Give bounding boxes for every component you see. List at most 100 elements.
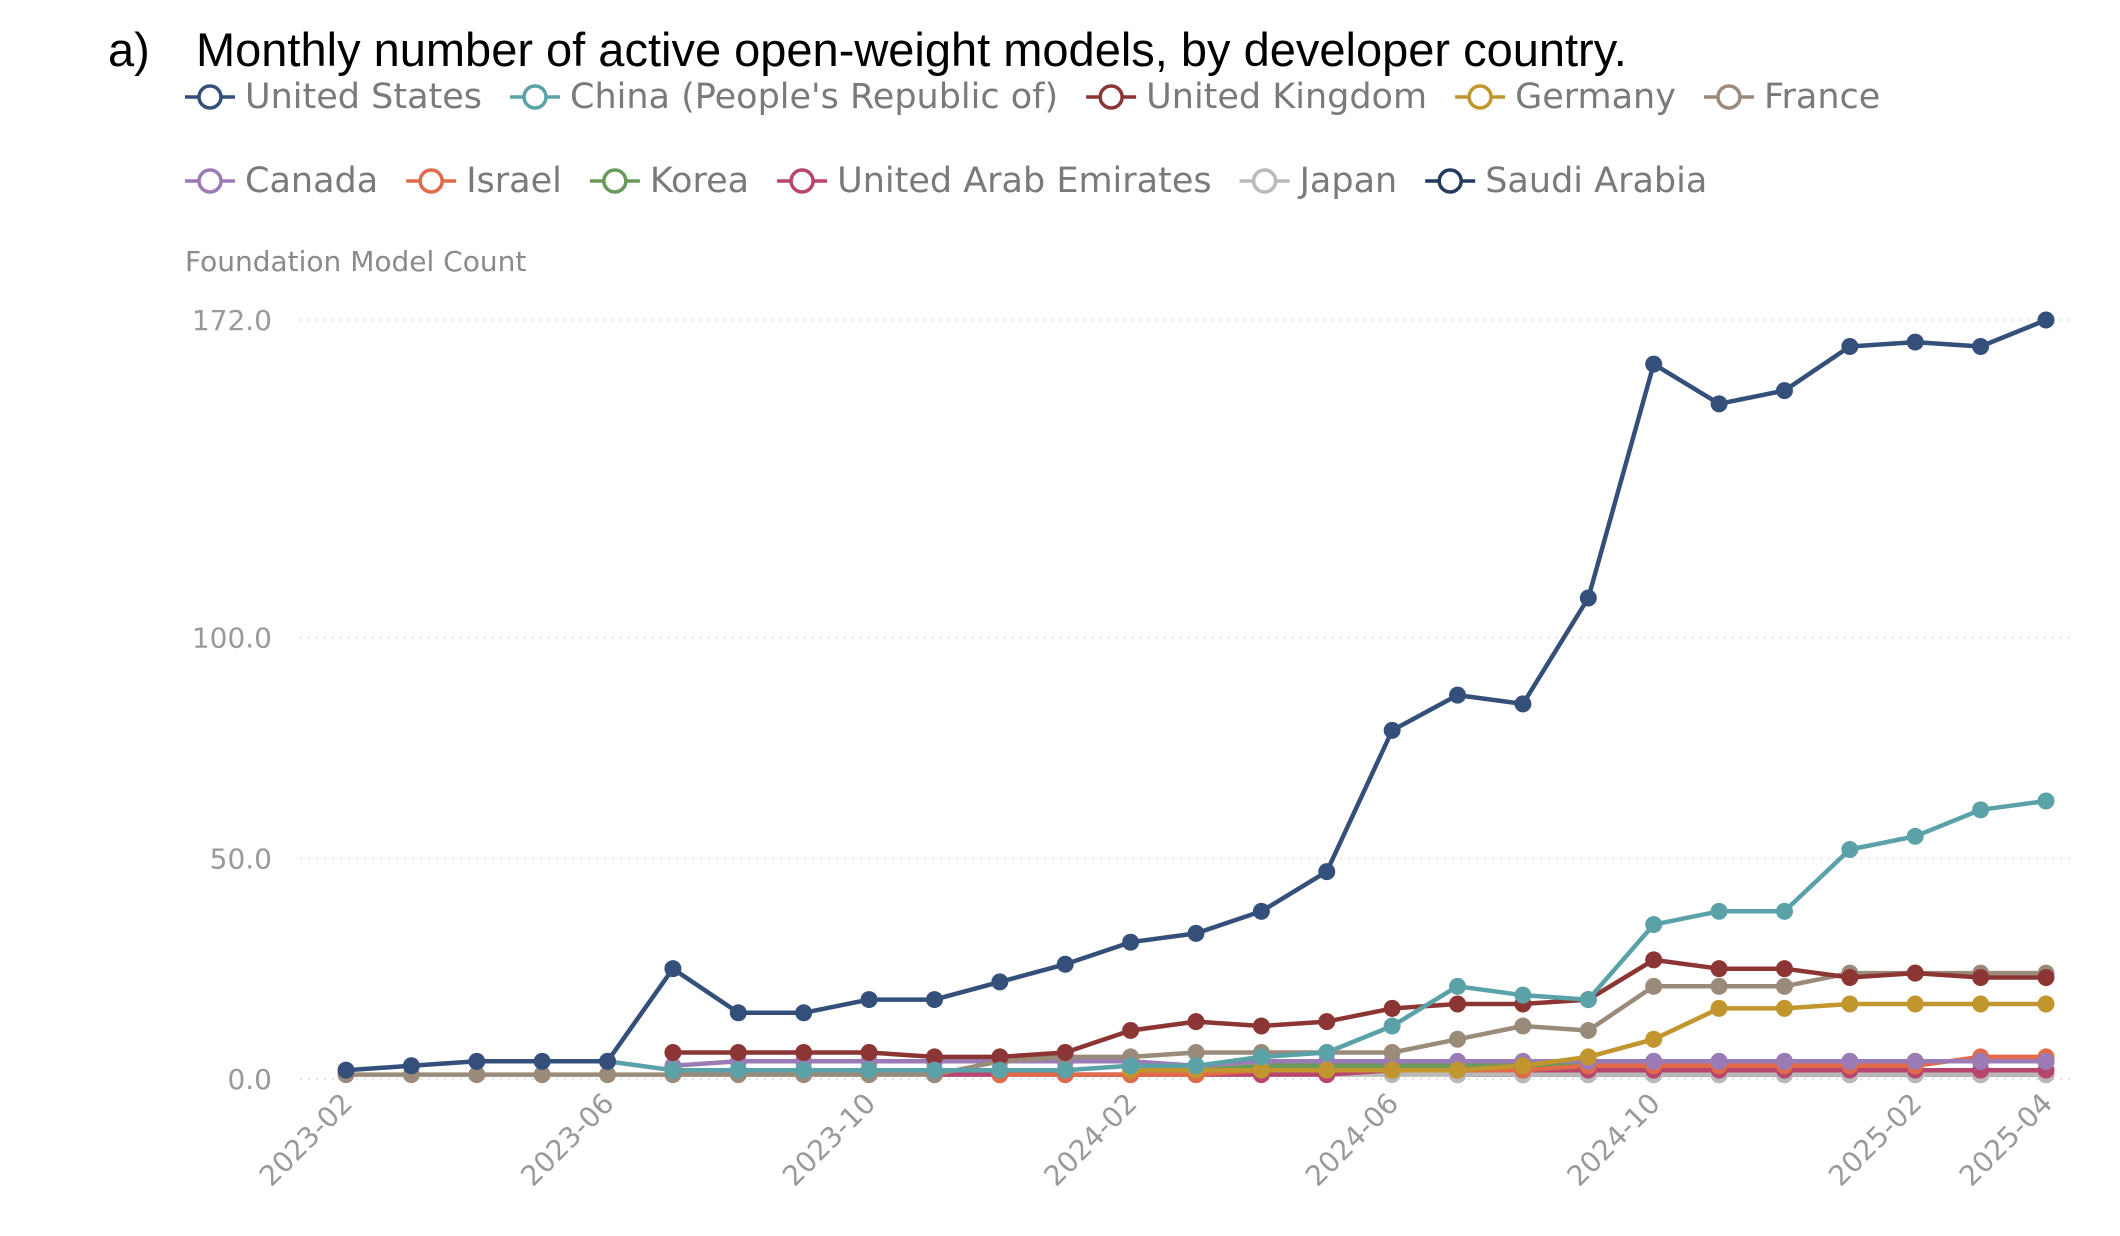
data-point[interactable] <box>664 1061 682 1079</box>
data-point[interactable] <box>1579 589 1597 607</box>
data-point[interactable] <box>1906 827 1924 845</box>
data-point[interactable] <box>1906 995 1924 1013</box>
data-point[interactable] <box>1710 999 1728 1017</box>
data-point[interactable] <box>1775 382 1793 400</box>
data-point[interactable] <box>1318 1061 1336 1079</box>
data-point[interactable] <box>1449 1061 1467 1079</box>
data-point[interactable] <box>860 1061 878 1079</box>
data-point[interactable] <box>1775 902 1793 920</box>
data-point[interactable] <box>795 1004 813 1022</box>
data-point[interactable] <box>1645 1030 1663 1048</box>
data-point[interactable] <box>1645 1052 1663 1070</box>
data-point[interactable] <box>599 1052 617 1070</box>
data-point[interactable] <box>860 991 878 1009</box>
data-point[interactable] <box>1187 924 1205 942</box>
data-point[interactable] <box>1318 1044 1336 1062</box>
legend-item[interactable]: Israel <box>406 161 562 201</box>
data-point[interactable] <box>1710 960 1728 978</box>
data-point[interactable] <box>2037 1052 2055 1070</box>
data-point[interactable] <box>1252 902 1270 920</box>
data-point[interactable] <box>925 1048 943 1066</box>
data-point[interactable] <box>1775 977 1793 995</box>
legend-item[interactable]: China (People's Republic of) <box>510 77 1058 117</box>
data-point[interactable] <box>1122 1021 1140 1039</box>
data-point[interactable] <box>2037 969 2055 987</box>
data-point[interactable] <box>1383 999 1401 1017</box>
data-point[interactable] <box>991 973 1009 991</box>
data-point[interactable] <box>1775 999 1793 1017</box>
data-point[interactable] <box>1383 721 1401 739</box>
data-point[interactable] <box>1252 1017 1270 1035</box>
data-point[interactable] <box>337 1061 355 1079</box>
data-point[interactable] <box>729 1061 747 1079</box>
data-point[interactable] <box>1056 1044 1074 1062</box>
data-point[interactable] <box>729 1004 747 1022</box>
data-point[interactable] <box>2037 995 2055 1013</box>
data-point[interactable] <box>1187 1013 1205 1031</box>
data-point[interactable] <box>1972 995 1990 1013</box>
data-point[interactable] <box>1710 902 1728 920</box>
legend-item[interactable]: United Kingdom <box>1086 77 1427 117</box>
legend-item[interactable]: Saudi Arabia <box>1425 161 1707 201</box>
legend-item[interactable]: Germany <box>1455 77 1676 117</box>
data-point[interactable] <box>1383 1061 1401 1079</box>
data-point[interactable] <box>1252 1048 1270 1066</box>
data-point[interactable] <box>1841 995 1859 1013</box>
data-point[interactable] <box>1514 986 1532 1004</box>
data-point[interactable] <box>1645 916 1663 934</box>
data-point[interactable] <box>664 1044 682 1062</box>
data-point[interactable] <box>2037 792 2055 810</box>
data-point[interactable] <box>1449 977 1467 995</box>
legend-item[interactable]: France <box>1703 77 1880 117</box>
data-point[interactable] <box>1579 1048 1597 1066</box>
data-point[interactable] <box>1841 1052 1859 1070</box>
data-point[interactable] <box>1122 933 1140 951</box>
data-point[interactable] <box>1710 977 1728 995</box>
data-point[interactable] <box>533 1052 551 1070</box>
legend-item[interactable]: United Arab Emirates <box>777 161 1212 201</box>
data-point[interactable] <box>1449 1030 1467 1048</box>
data-point[interactable] <box>1187 1044 1205 1062</box>
data-point[interactable] <box>729 1044 747 1062</box>
data-point[interactable] <box>1645 355 1663 373</box>
legend-item[interactable]: Canada <box>185 161 378 201</box>
data-point[interactable] <box>925 1061 943 1079</box>
data-point[interactable] <box>1514 695 1532 713</box>
data-point[interactable] <box>599 1066 617 1084</box>
data-point[interactable] <box>1383 1017 1401 1035</box>
legend-item[interactable]: United States <box>185 77 482 117</box>
data-point[interactable] <box>795 1061 813 1079</box>
data-point[interactable] <box>468 1052 486 1070</box>
data-point[interactable] <box>1841 969 1859 987</box>
data-point[interactable] <box>1579 1021 1597 1039</box>
data-point[interactable] <box>1645 977 1663 995</box>
data-point[interactable] <box>1318 1013 1336 1031</box>
data-point[interactable] <box>1710 395 1728 413</box>
data-point[interactable] <box>1972 969 1990 987</box>
data-point[interactable] <box>2037 311 2055 329</box>
data-point[interactable] <box>795 1044 813 1062</box>
data-point[interactable] <box>1710 1052 1728 1070</box>
data-point[interactable] <box>1383 1044 1401 1062</box>
data-point[interactable] <box>991 1061 1009 1079</box>
data-point[interactable] <box>1514 1057 1532 1075</box>
data-point[interactable] <box>1645 951 1663 969</box>
data-point[interactable] <box>402 1057 420 1075</box>
data-point[interactable] <box>1187 1057 1205 1075</box>
data-point[interactable] <box>1318 863 1336 881</box>
legend-item[interactable]: Japan <box>1239 161 1398 201</box>
data-point[interactable] <box>1972 337 1990 355</box>
data-point[interactable] <box>1906 964 1924 982</box>
data-point[interactable] <box>1906 1052 1924 1070</box>
data-point[interactable] <box>1906 333 1924 351</box>
data-point[interactable] <box>1252 1061 1270 1079</box>
data-point[interactable] <box>1122 1057 1140 1075</box>
data-point[interactable] <box>1056 1061 1074 1079</box>
data-point[interactable] <box>1579 991 1597 1009</box>
data-point[interactable] <box>1449 686 1467 704</box>
data-point[interactable] <box>1972 1052 1990 1070</box>
legend-item[interactable]: Korea <box>589 161 749 201</box>
data-point[interactable] <box>1841 841 1859 859</box>
data-point[interactable] <box>468 1066 486 1084</box>
data-point[interactable] <box>1972 801 1990 819</box>
